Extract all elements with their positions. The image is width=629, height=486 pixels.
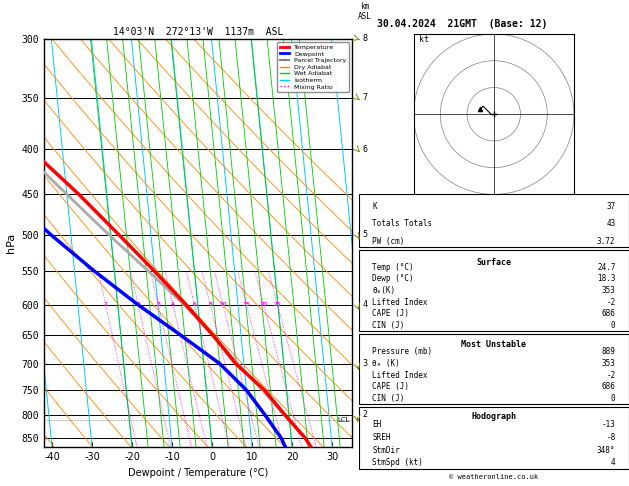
Text: 8: 8 — [208, 302, 212, 307]
Text: 0: 0 — [611, 394, 615, 403]
Text: 24.7: 24.7 — [597, 263, 615, 272]
Text: 686: 686 — [601, 382, 615, 391]
Text: km
ASL: km ASL — [358, 2, 372, 21]
Text: 25: 25 — [274, 302, 281, 307]
Text: 2: 2 — [136, 302, 140, 307]
Text: 1: 1 — [104, 302, 108, 307]
Text: StmDir: StmDir — [372, 446, 400, 454]
FancyBboxPatch shape — [359, 334, 629, 404]
Text: Surface: Surface — [476, 258, 511, 266]
Text: © weatheronline.co.uk: © weatheronline.co.uk — [449, 474, 538, 480]
FancyBboxPatch shape — [359, 407, 629, 469]
Text: θₑ (K): θₑ (K) — [372, 359, 400, 368]
Text: 6: 6 — [362, 145, 367, 154]
Text: StmSpd (kt): StmSpd (kt) — [372, 458, 423, 467]
Text: Most Unstable: Most Unstable — [461, 340, 526, 349]
Text: kt: kt — [419, 35, 429, 44]
Text: Totals Totals: Totals Totals — [372, 219, 432, 228]
Text: 4: 4 — [611, 458, 615, 467]
Text: 889: 889 — [601, 347, 615, 356]
Text: 18.3: 18.3 — [597, 275, 615, 283]
Text: 10: 10 — [219, 302, 226, 307]
Text: 30.04.2024  21GMT  (Base: 12): 30.04.2024 21GMT (Base: 12) — [377, 19, 548, 30]
Text: CIN (J): CIN (J) — [372, 394, 404, 403]
Text: 348°: 348° — [597, 446, 615, 454]
Text: Dewp (°C): Dewp (°C) — [372, 275, 414, 283]
Text: 1: 1 — [104, 302, 108, 307]
Text: SREH: SREH — [372, 433, 391, 442]
Text: θₑ(K): θₑ(K) — [372, 286, 395, 295]
Text: 0: 0 — [611, 321, 615, 330]
FancyBboxPatch shape — [359, 194, 629, 247]
Text: 20: 20 — [260, 302, 268, 307]
Text: 3: 3 — [362, 359, 367, 368]
Text: 6: 6 — [192, 302, 196, 307]
Text: CAPE (J): CAPE (J) — [372, 382, 409, 391]
Text: 5: 5 — [362, 230, 367, 239]
Text: 15: 15 — [243, 302, 250, 307]
Text: 6: 6 — [192, 302, 196, 307]
Y-axis label: hPa: hPa — [6, 233, 16, 253]
Text: Temp (°C): Temp (°C) — [372, 263, 414, 272]
Text: -13: -13 — [601, 420, 615, 429]
Text: 353: 353 — [601, 359, 615, 368]
X-axis label: Dewpoint / Temperature (°C): Dewpoint / Temperature (°C) — [128, 468, 268, 478]
Text: -2: -2 — [606, 371, 615, 380]
Text: -8: -8 — [606, 433, 615, 442]
Text: 20: 20 — [260, 302, 267, 307]
Text: CAPE (J): CAPE (J) — [372, 310, 409, 318]
Text: 8: 8 — [208, 302, 212, 307]
Text: CIN (J): CIN (J) — [372, 321, 404, 330]
Text: 43: 43 — [606, 219, 615, 228]
Text: 15: 15 — [243, 302, 250, 307]
FancyBboxPatch shape — [359, 250, 629, 331]
Text: 3: 3 — [157, 302, 160, 307]
Text: 25: 25 — [274, 302, 281, 307]
Text: 4: 4 — [362, 300, 367, 309]
Text: Pressure (mb): Pressure (mb) — [372, 347, 432, 356]
Text: EH: EH — [372, 420, 381, 429]
Text: Lifted Index: Lifted Index — [372, 298, 428, 307]
Text: Lifted Index: Lifted Index — [372, 371, 428, 380]
Text: 353: 353 — [601, 286, 615, 295]
Text: -2: -2 — [606, 298, 615, 307]
Text: LCL: LCL — [338, 417, 350, 423]
Text: PW (cm): PW (cm) — [372, 237, 404, 245]
Text: K: K — [372, 202, 377, 210]
Text: 3.72: 3.72 — [597, 237, 615, 245]
Text: 7: 7 — [362, 93, 367, 103]
Text: 8: 8 — [362, 35, 367, 43]
Text: 3: 3 — [156, 302, 160, 307]
Text: Hodograph: Hodograph — [471, 412, 516, 421]
Title: 14°03'N  272°13'W  1137m  ASL: 14°03'N 272°13'W 1137m ASL — [113, 27, 283, 37]
Text: 686: 686 — [601, 310, 615, 318]
Text: 2: 2 — [136, 302, 140, 307]
Text: 4: 4 — [171, 302, 175, 307]
Legend: Temperature, Dewpoint, Parcel Trajectory, Dry Adiabat, Wet Adiabat, Isotherm, Mi: Temperature, Dewpoint, Parcel Trajectory… — [277, 42, 349, 92]
Text: 10: 10 — [220, 302, 226, 307]
Text: 4: 4 — [171, 302, 175, 307]
Text: 37: 37 — [606, 202, 615, 210]
Text: 2: 2 — [362, 411, 367, 419]
